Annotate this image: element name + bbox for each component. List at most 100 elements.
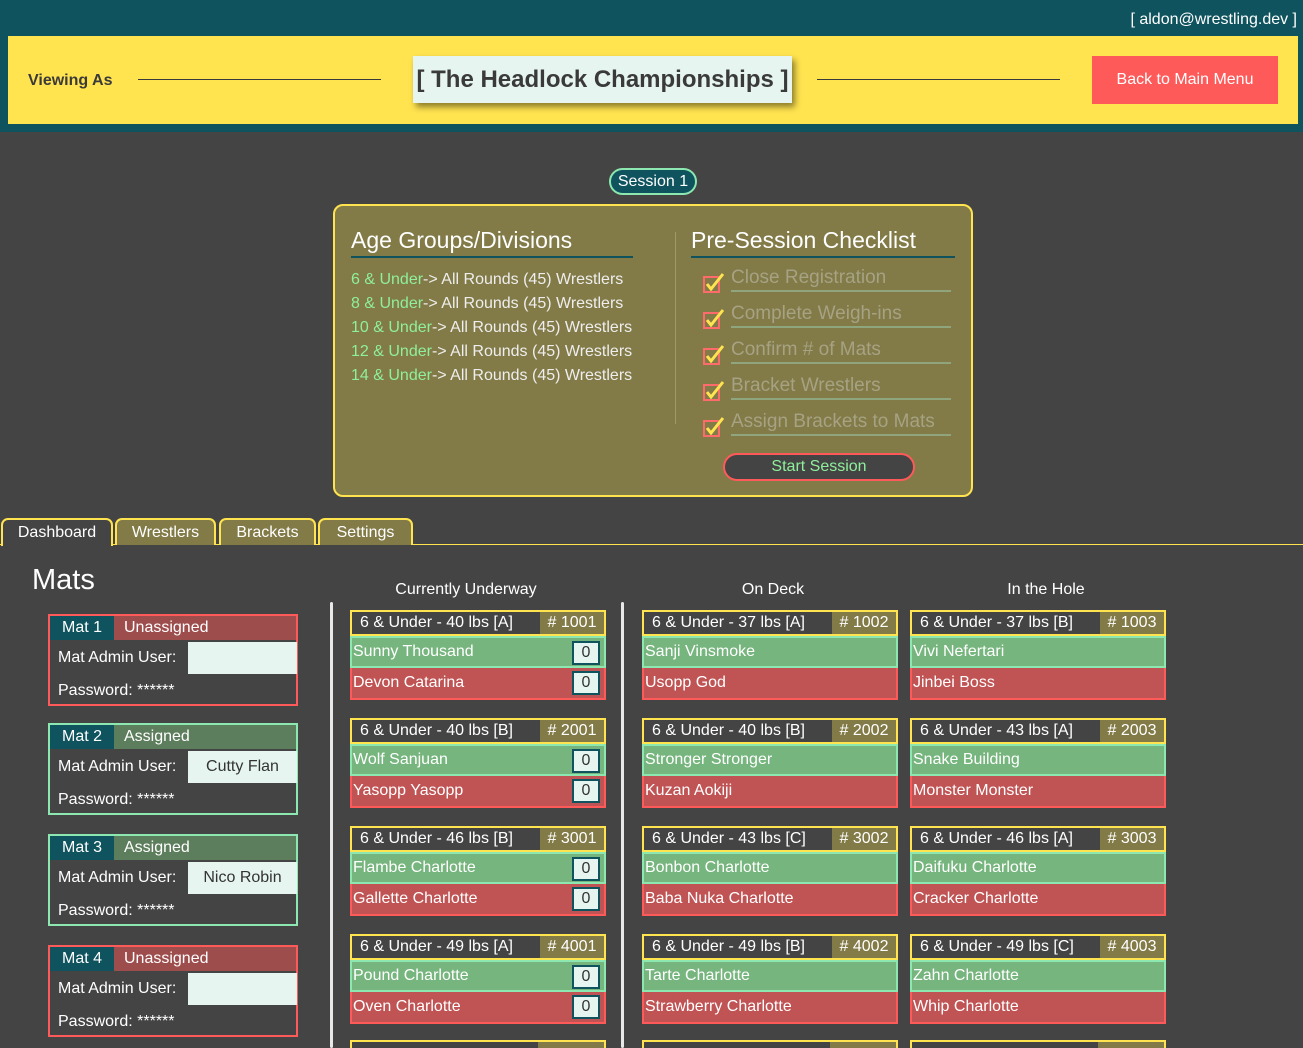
bout-division: 6 & Under - 40 lbs [B] bbox=[652, 722, 805, 739]
session-panel: Age Groups/Divisions 6 & Under-> All Rou… bbox=[333, 204, 973, 497]
start-session-button[interactable]: Start Session bbox=[723, 453, 915, 481]
checkbox-checked-icon[interactable] bbox=[703, 344, 725, 366]
bout-division: 6 & Under - 49 lbs [A] bbox=[360, 938, 513, 955]
mat-card: Mat 3 Assigned Mat Admin User: Nico Robi… bbox=[48, 834, 298, 926]
bout-card[interactable]: 6 & Under - 40 lbs [B] # 2001 Wolf Sanjua… bbox=[350, 718, 606, 812]
bout-card[interactable]: 6 & Under - 46 lbs [B] # 3001 Flambe Char… bbox=[350, 826, 606, 920]
column-divider bbox=[330, 602, 333, 1048]
divider-line bbox=[817, 79, 1060, 80]
bout-division: 6 & Under - 37 lbs [B] bbox=[920, 614, 1073, 631]
mat-number: Mat 3 bbox=[50, 836, 114, 860]
bout-header: 6 & Under - 43 lbs [C] # 3002 bbox=[642, 826, 898, 852]
checklist-item-assign-brackets[interactable]: Assign Brackets to Mats bbox=[703, 411, 951, 438]
bout-card[interactable]: 6 & Under - 40 lbs [B] # 2002 Stronger St… bbox=[642, 718, 898, 812]
red-wrestler: Oven Charlotte 0 bbox=[350, 992, 606, 1024]
green-wrestler: Sunny Thousand 0 bbox=[350, 636, 606, 668]
score-input[interactable]: 0 bbox=[572, 995, 600, 1019]
green-wrestler: Stronger Stronger bbox=[642, 744, 898, 776]
checklist-item-weigh-ins[interactable]: Complete Weigh-ins bbox=[703, 303, 951, 330]
bout-number: # 3003 bbox=[1100, 828, 1164, 850]
green-wrestler: Vivi Nefertari bbox=[910, 636, 1166, 668]
bout-card[interactable]: 6 & Under - 43 lbs [A] # 2003 Snake Build… bbox=[910, 718, 1166, 812]
green-wrestler: Snake Building bbox=[910, 744, 1166, 776]
mat-card: Mat 2 Assigned Mat Admin User: Cutty Fla… bbox=[48, 723, 298, 815]
age-group-item[interactable]: 14 & Under-> All Rounds (45) Wrestlers bbox=[351, 367, 633, 384]
score-input[interactable]: 0 bbox=[572, 887, 600, 911]
bout-division: 6 & Under - 40 lbs [A] bbox=[360, 614, 513, 631]
bout-card[interactable]: 6 & Under - 37 lbs [A] # 1002 Sanji Vinsm… bbox=[642, 610, 898, 704]
red-wrestler: Strawberry Charlotte bbox=[642, 992, 898, 1024]
checklist-label: Close Registration bbox=[731, 266, 951, 292]
red-wrestler: Gallette Charlotte 0 bbox=[350, 884, 606, 916]
checklist-item-confirm-mats[interactable]: Confirm # of Mats bbox=[703, 339, 951, 366]
bout-header: 6 & Under - 49 lbs [A] # 4001 bbox=[350, 934, 606, 960]
bout-card[interactable]: 6 & Under - 37 lbs [B] # 1003 Vivi Nefert… bbox=[910, 610, 1166, 704]
green-wrestler: Pound Charlotte 0 bbox=[350, 960, 606, 992]
age-group-item[interactable]: 10 & Under-> All Rounds (45) Wrestlers bbox=[351, 319, 633, 336]
user-email[interactable]: [ aldon@wrestling.dev ] bbox=[1130, 11, 1297, 28]
mat-admin-label: Mat Admin User: bbox=[58, 980, 177, 997]
bout-header: 6 & Under - 37 lbs [B] # 1003 bbox=[910, 610, 1166, 636]
red-wrestler: Usopp God bbox=[642, 668, 898, 700]
mat-admin-input[interactable] bbox=[188, 642, 297, 674]
mat-number: Mat 4 bbox=[50, 947, 114, 971]
mat-password: Password: ****** bbox=[58, 902, 175, 919]
age-group-item[interactable]: 6 & Under-> All Rounds (45) Wrestlers bbox=[351, 271, 624, 288]
back-to-main-menu-button[interactable]: Back to Main Menu bbox=[1092, 56, 1278, 104]
bout-card[interactable] bbox=[350, 1040, 606, 1048]
score-input[interactable]: 0 bbox=[572, 779, 600, 803]
checklist-label: Confirm # of Mats bbox=[731, 338, 951, 364]
bout-card[interactable]: 6 & Under - 49 lbs [A] # 4001 Pound Charl… bbox=[350, 934, 606, 1028]
checkbox-checked-icon[interactable] bbox=[703, 380, 725, 402]
mat-password: Password: ****** bbox=[58, 791, 175, 808]
checkbox-checked-icon[interactable] bbox=[703, 416, 725, 438]
bout-header: 6 & Under - 40 lbs [A] # 1001 bbox=[350, 610, 606, 636]
red-wrestler: Devon Catarina 0 bbox=[350, 668, 606, 700]
checkbox-checked-icon[interactable] bbox=[703, 272, 725, 294]
bout-card[interactable] bbox=[910, 1040, 1166, 1048]
tab-brackets[interactable]: Brackets bbox=[219, 518, 316, 545]
tournament-title: [ The Headlock Championships ] bbox=[413, 56, 792, 103]
green-wrestler: Wolf Sanjuan 0 bbox=[350, 744, 606, 776]
checklist-item-close-registration[interactable]: Close Registration bbox=[703, 267, 951, 294]
age-group-item[interactable]: 8 & Under-> All Rounds (45) Wrestlers bbox=[351, 295, 624, 312]
bout-number: # 3001 bbox=[540, 828, 604, 850]
wrestler-name: Gallette Charlotte bbox=[353, 890, 478, 907]
bout-card[interactable]: 6 & Under - 49 lbs [B] # 4002 Tarte Charl… bbox=[642, 934, 898, 1028]
mat-admin-label: Mat Admin User: bbox=[58, 649, 177, 666]
mat-number: Mat 1 bbox=[50, 616, 114, 640]
mat-password: Password: ****** bbox=[58, 1013, 175, 1030]
bout-card[interactable]: 6 & Under - 46 lbs [A] # 3003 Daifuku Cha… bbox=[910, 826, 1166, 920]
mat-admin-input[interactable]: Nico Robin bbox=[188, 862, 297, 894]
tab-wrestlers[interactable]: Wrestlers bbox=[115, 518, 216, 545]
mat-admin-input[interactable] bbox=[188, 973, 297, 1005]
bout-division: 6 & Under - 37 lbs [A] bbox=[652, 614, 805, 631]
header-banner: Viewing As [ The Headlock Championships … bbox=[8, 36, 1298, 124]
score-input[interactable]: 0 bbox=[572, 965, 600, 989]
bout-card[interactable]: 6 & Under - 43 lbs [C] # 3002 Bonbon Char… bbox=[642, 826, 898, 920]
tab-dashboard[interactable]: Dashboard bbox=[1, 518, 113, 546]
bout-card[interactable] bbox=[642, 1040, 898, 1048]
score-input[interactable]: 0 bbox=[572, 749, 600, 773]
checklist-item-bracket-wrestlers[interactable]: Bracket Wrestlers bbox=[703, 375, 951, 402]
column-header-on-deck: On Deck bbox=[741, 581, 805, 598]
mat-admin-input[interactable]: Cutty Flan bbox=[188, 751, 297, 783]
wrestler-name: Pound Charlotte bbox=[353, 967, 469, 984]
score-input[interactable]: 0 bbox=[572, 641, 600, 665]
mat-admin-label: Mat Admin User: bbox=[58, 758, 177, 775]
age-group-item[interactable]: 12 & Under-> All Rounds (45) Wrestlers bbox=[351, 343, 633, 360]
bout-division: 6 & Under - 43 lbs [C] bbox=[652, 830, 806, 847]
bout-header: 6 & Under - 37 lbs [A] # 1002 bbox=[642, 610, 898, 636]
top-bar: [ aldon@wrestling.dev ] Viewing As [ The… bbox=[0, 0, 1303, 132]
bout-card[interactable]: 6 & Under - 40 lbs [A] # 1001 Sunny Thous… bbox=[350, 610, 606, 704]
mat-admin-label: Mat Admin User: bbox=[58, 869, 177, 886]
bout-header: 6 & Under - 49 lbs [C] # 4003 bbox=[910, 934, 1166, 960]
tab-settings[interactable]: Settings bbox=[318, 518, 413, 545]
bout-card[interactable]: 6 & Under - 49 lbs [C] # 4003 Zahn Charlo… bbox=[910, 934, 1166, 1028]
checkbox-checked-icon[interactable] bbox=[703, 308, 725, 330]
mat-status: Unassigned bbox=[114, 616, 296, 640]
score-input[interactable]: 0 bbox=[572, 857, 600, 881]
mat-card: Mat 1 Unassigned Mat Admin User: Passwor… bbox=[48, 614, 298, 706]
bout-number: # 1003 bbox=[1100, 612, 1164, 634]
score-input[interactable]: 0 bbox=[572, 671, 600, 695]
